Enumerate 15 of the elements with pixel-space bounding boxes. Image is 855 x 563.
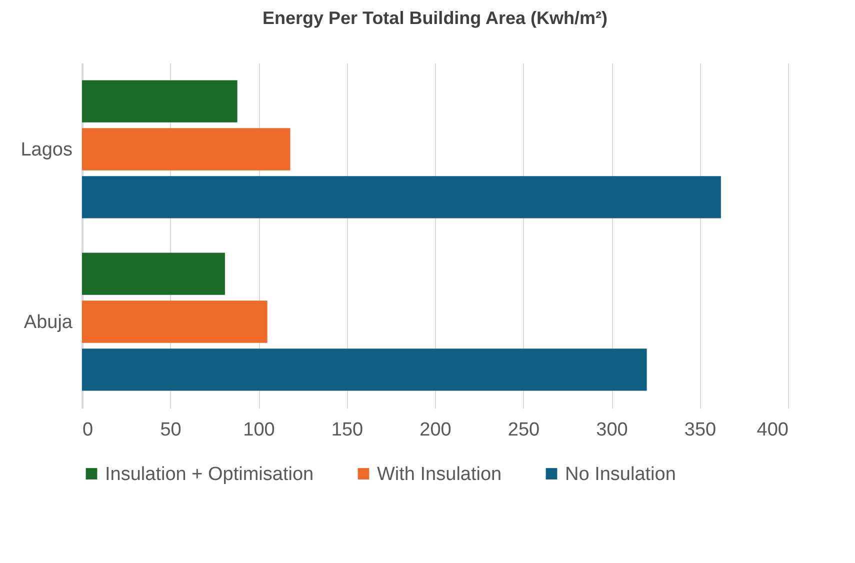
y-tick-label: Abuja bbox=[24, 312, 73, 333]
legend-label: No Insulation bbox=[565, 464, 676, 485]
y-tick-label: Lagos bbox=[20, 139, 72, 160]
x-tick-label: 300 bbox=[596, 420, 628, 440]
x-tick-label: 400 bbox=[756, 420, 788, 440]
legend-label: With Insulation bbox=[377, 464, 502, 485]
x-tick-label: 200 bbox=[420, 420, 452, 440]
x-tick-label: 50 bbox=[160, 420, 182, 440]
chart-title: Energy Per Total Building Area (Kwh/m²) bbox=[262, 8, 608, 28]
x-tick-label: 250 bbox=[508, 420, 540, 440]
x-tick-label: 100 bbox=[243, 420, 275, 440]
legend-label: Insulation + Optimisation bbox=[105, 464, 314, 485]
x-tick-label: 350 bbox=[684, 420, 716, 440]
x-tick-label: 150 bbox=[331, 420, 364, 440]
x-tick-label: 0 bbox=[82, 420, 94, 440]
